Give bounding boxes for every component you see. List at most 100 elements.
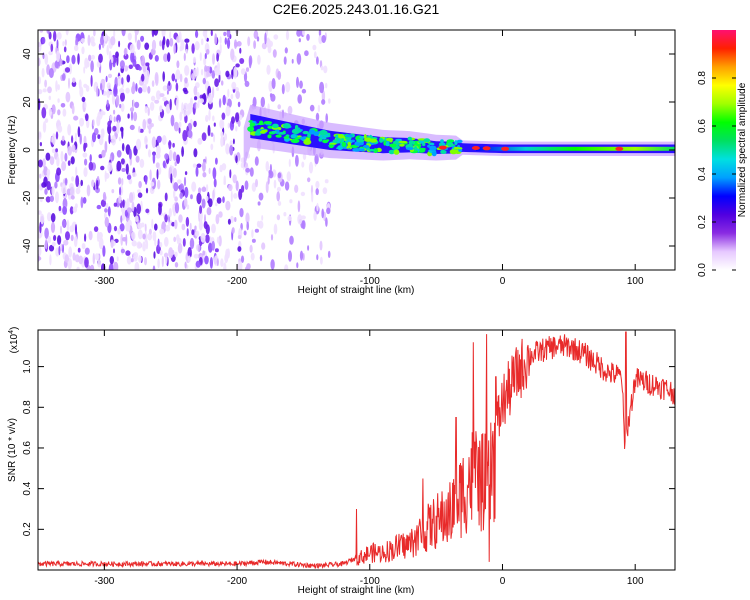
heatmap-noise-cell <box>105 75 108 83</box>
heatmap-noise-cell <box>171 221 176 227</box>
heatmap-noise-cell <box>106 90 111 98</box>
heatmap-noise-cell <box>176 60 180 69</box>
heatmap-noise-cell <box>71 54 76 65</box>
heatmap-noise-cell <box>47 236 52 244</box>
heatmap-noise-cell <box>161 30 166 38</box>
heatmap-noise-cell <box>175 98 179 111</box>
heatmap-noise-cell <box>239 58 245 64</box>
heatmap-noise-cell <box>104 140 108 153</box>
heatmap-noise-cell <box>141 73 145 82</box>
heatmap-noise-cell <box>203 30 208 35</box>
heatmap-noise-cell <box>234 39 237 49</box>
heatmap-noise-cell <box>227 88 230 98</box>
heatmap-noise-cell <box>277 70 282 80</box>
heatmap-noise-cell <box>96 231 100 242</box>
x-tick-label: -200 <box>227 576 247 587</box>
heatmap-noise-cell <box>151 136 157 149</box>
heatmap-noise-cell <box>313 51 317 59</box>
heatmap-noise-cell <box>159 105 163 113</box>
heatmap-noise-cell <box>88 230 93 241</box>
heatmap-noise-cell <box>90 75 93 87</box>
heatmap-noise-cell <box>147 118 152 125</box>
heatmap-noise-cell <box>118 136 121 142</box>
heatmap-noise-cell <box>309 104 315 112</box>
heatmap-signal-cell <box>263 121 273 125</box>
snr-frame <box>37 329 676 571</box>
heatmap-noise-cell <box>121 143 125 152</box>
heatmap-signal-cell <box>282 123 291 129</box>
heatmap-noise-cell <box>277 104 282 110</box>
heatmap-noise-cell <box>208 167 211 175</box>
heatmap-noise-cell <box>174 202 180 214</box>
heatmap-noise-cell <box>193 253 199 259</box>
heatmap-noise-cell <box>236 41 242 47</box>
heatmap-noise-cell <box>77 53 80 65</box>
heatmap-noise-cell <box>249 167 254 177</box>
heatmap-noise-cell <box>162 96 167 102</box>
heatmap-noise-cell <box>152 231 157 242</box>
heatmap-noise-cell <box>74 254 80 263</box>
heatmap-noise-cell <box>203 57 207 66</box>
heatmap-noise-cell <box>205 114 209 123</box>
heatmap-noise-cell <box>220 136 224 147</box>
heatmap-noise-cell <box>49 254 52 266</box>
heatmap-noise-cell <box>169 149 173 161</box>
heatmap-noise-cell <box>216 258 219 267</box>
heatmap-noise-cell <box>137 222 143 230</box>
heatmap-noise-cell <box>148 149 151 158</box>
heatmap-signal-cell <box>347 141 352 148</box>
heatmap-noise-cell <box>289 235 294 245</box>
heatmap-noise-cell <box>94 253 100 261</box>
colorbar-label: Normalized spectral amplitude <box>737 82 748 217</box>
heatmap-noise-cell <box>328 98 331 104</box>
heatmap-signal-cell <box>303 139 312 145</box>
heatmap-noise-cell <box>163 53 168 62</box>
heatmap-noise-cell <box>215 214 220 225</box>
heatmap-noise-cell <box>253 40 256 49</box>
heatmap-noise-cell <box>42 158 46 168</box>
heatmap-noise-cell <box>200 68 204 76</box>
heatmap-noise-cell <box>135 155 140 163</box>
heatmap-noise-cell <box>186 228 189 237</box>
heatmap-noise-cell <box>56 156 60 167</box>
heatmap-noise-cell <box>126 222 131 232</box>
heatmap-noise-cell <box>321 99 326 105</box>
heatmap-peak-cell <box>438 145 447 150</box>
heatmap-noise-cell <box>143 84 147 93</box>
heatmap-noise-cell <box>67 145 72 156</box>
heatmap-noise-cell <box>172 203 175 213</box>
heatmap-noise-cell <box>209 257 213 269</box>
heatmap-noise-cell <box>113 116 116 123</box>
heatmap-signal-cell <box>364 137 372 142</box>
colorbar-tick-label: 0.8 <box>697 71 708 85</box>
heatmap-noise-cell <box>48 108 53 117</box>
heatmap-noise-cell <box>152 265 156 270</box>
heatmap-noise-cell <box>88 161 94 171</box>
heatmap-noise-cell <box>245 167 251 173</box>
heatmap-noise-cell <box>156 169 159 180</box>
heatmap-noise-cell <box>72 206 78 213</box>
heatmap-noise-cell <box>101 79 106 86</box>
spectrogram-x-ticks: -300 -200 -100 0 100 <box>94 30 644 287</box>
heatmap-noise-cell <box>55 191 59 204</box>
heatmap-signal-cell <box>440 139 444 144</box>
heatmap-noise-cell <box>220 258 224 268</box>
heatmap-signal-cell <box>318 137 323 142</box>
heatmap-noise-cell <box>225 200 231 211</box>
heatmap-noise-cell <box>39 221 42 234</box>
snr-multiplier: (x104) <box>8 327 20 354</box>
heatmap-noise-cell <box>96 85 99 97</box>
heatmap-noise-cell <box>49 195 55 202</box>
heatmap-noise-cell <box>80 38 85 44</box>
heatmap-noise-cell <box>311 191 314 203</box>
heatmap-noise-cell <box>60 139 66 146</box>
heatmap-noise-cell <box>321 35 327 43</box>
heatmap-noise-cell <box>183 52 186 62</box>
heatmap-noise-cell <box>241 185 245 193</box>
colorbar-ticks: 0.0 0.2 0.4 0.6 0.8 <box>697 71 736 277</box>
heatmap-noise-cell <box>88 54 92 62</box>
heatmap-noise-cell <box>148 129 151 134</box>
heatmap-signal-cell <box>417 148 426 153</box>
heatmap-noise-cell <box>41 107 47 119</box>
